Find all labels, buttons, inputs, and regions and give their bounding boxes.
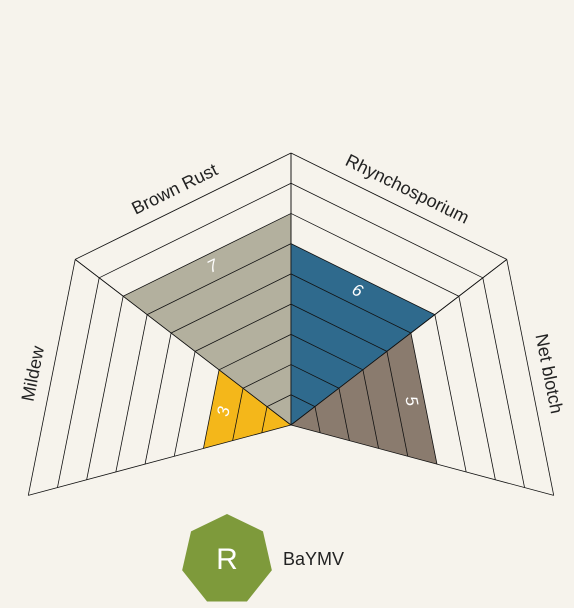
segment-fill (291, 333, 437, 465)
ring-line (75, 152, 292, 260)
ring-line (482, 277, 525, 488)
ring-line (170, 273, 292, 334)
ring-line (261, 406, 268, 433)
ring-line (386, 351, 409, 457)
ray-line (290, 259, 508, 426)
ring-line (266, 394, 292, 407)
segment-label: Net blotch (531, 332, 566, 415)
ring-line (144, 332, 172, 465)
ring-line (218, 333, 292, 371)
ring-line (290, 364, 340, 389)
badge-name: BaYMV (283, 549, 344, 569)
ring-line (290, 303, 388, 352)
segment-label: Brown Rust (128, 159, 220, 218)
ring-line (86, 296, 124, 480)
segment-fill (123, 213, 292, 425)
ring-line (203, 369, 220, 449)
badge-label: R (216, 543, 238, 576)
value-label: 5 (401, 395, 422, 409)
ring-line (194, 303, 292, 352)
ring-line (122, 213, 292, 297)
ring-line (146, 243, 292, 315)
ring-line (338, 388, 350, 441)
ring-line (173, 351, 196, 457)
ring-line (232, 388, 244, 441)
segment-label: Rhynchosporium (342, 150, 472, 228)
segment-label: Mildew (18, 343, 49, 403)
ring-line (115, 314, 148, 473)
ring-line (458, 296, 496, 480)
ring-line (290, 213, 460, 297)
value-label: 3 (213, 405, 234, 419)
segment-fill (291, 243, 435, 425)
ring-line (410, 332, 438, 465)
ray-line (74, 259, 292, 426)
ring-line (99, 182, 292, 279)
ring-line (27, 259, 76, 496)
ring-line (506, 259, 555, 496)
ring-line (362, 369, 379, 449)
ring-line (290, 273, 412, 334)
ray-line (28, 424, 292, 496)
ring-line (57, 277, 100, 488)
ring-line (434, 314, 467, 473)
segment-fill (203, 369, 291, 449)
ring-line (314, 406, 321, 433)
badge: R BaYMV (182, 514, 344, 602)
ring-line (290, 152, 507, 260)
ring-line (290, 243, 436, 315)
ring-line (290, 333, 364, 371)
ring-line (290, 394, 316, 407)
ring-line (290, 182, 483, 279)
badge-shape (182, 514, 272, 602)
ring-line (242, 364, 292, 389)
ray-line (290, 424, 554, 496)
